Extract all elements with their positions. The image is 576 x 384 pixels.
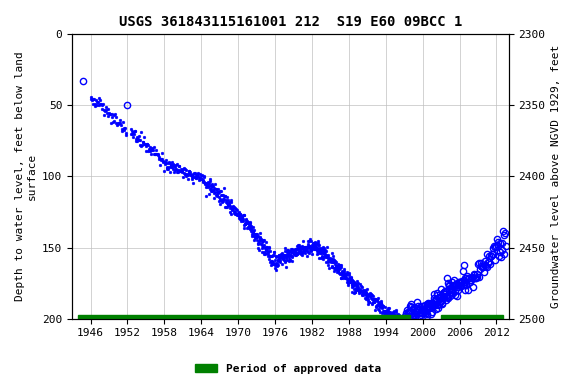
Bar: [441, 315, 503, 322]
Title: USGS 361843115161001 212  S19 E60 09BCC 1: USGS 361843115161001 212 S19 E60 09BCC 1: [119, 15, 462, 29]
Legend: Period of approved data: Period of approved data: [191, 359, 385, 379]
Y-axis label: Depth to water level, feet below land
surface: Depth to water level, feet below land su…: [15, 51, 37, 301]
Y-axis label: Groundwater level above NGVD 1929, feet: Groundwater level above NGVD 1929, feet: [551, 45, 561, 308]
Bar: [78, 315, 410, 322]
